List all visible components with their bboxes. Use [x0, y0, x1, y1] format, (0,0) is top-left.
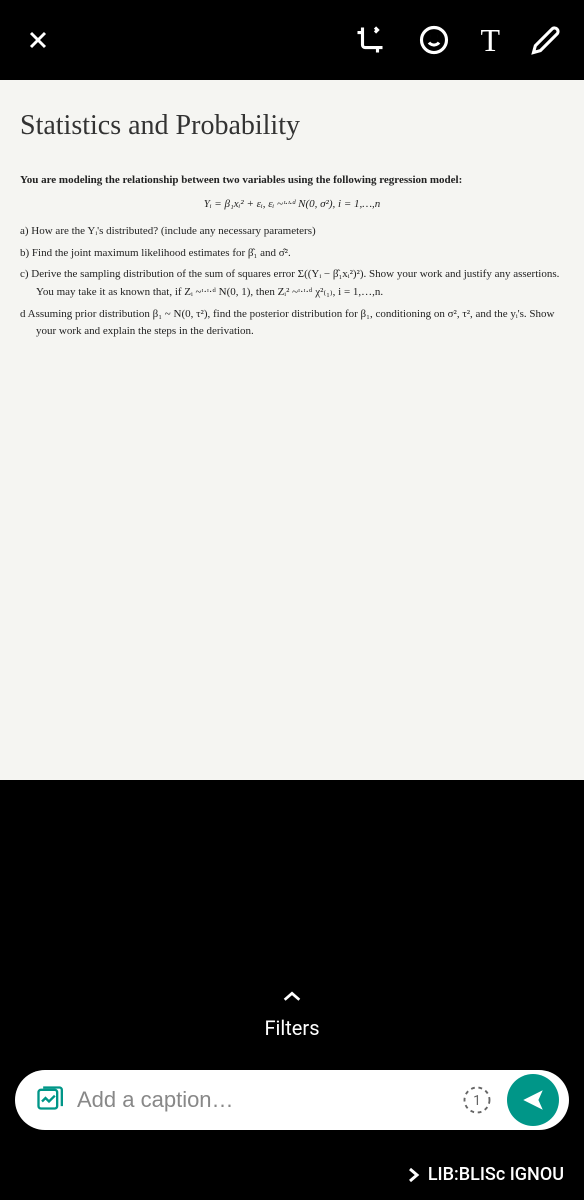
recipient-label: LIB:BLISc IGNOU: [428, 1164, 564, 1185]
emoji-button[interactable]: [416, 22, 452, 58]
image-preview: Statistics and Probability You are model…: [0, 80, 584, 780]
view-once-button[interactable]: 1: [461, 1084, 493, 1116]
send-button[interactable]: [507, 1074, 559, 1126]
caption-input[interactable]: [77, 1087, 447, 1113]
problem-item-b: b) Find the joint maximum likelihood est…: [20, 245, 564, 263]
problem-item-c: c) Derive the sampling distribution of t…: [20, 266, 564, 301]
problem-item-a: a) How are the Yᵢ's distributed? (includ…: [20, 223, 564, 241]
svg-text:1: 1: [473, 1093, 481, 1109]
problem-text: You are modeling the relationship betwee…: [20, 172, 564, 341]
filters-label[interactable]: Filters: [264, 1016, 319, 1040]
problem-equation: Yᵢ = β₁xᵢ² + εᵢ, εᵢ ~ᶦ·ᶦ·ᵈ N(0, σ²), i =…: [20, 196, 564, 214]
caption-bar: 1: [15, 1070, 569, 1130]
draw-button[interactable]: [528, 22, 564, 58]
page-title: Statistics and Probability: [20, 110, 564, 142]
crop-rotate-button[interactable]: [352, 22, 388, 58]
text-button[interactable]: T: [480, 22, 500, 59]
recipient-bar[interactable]: LIB:BLISc IGNOU: [406, 1164, 564, 1185]
chevron-right-icon: [406, 1165, 420, 1185]
close-button[interactable]: [20, 22, 56, 58]
filters-expand-button[interactable]: [281, 989, 303, 1008]
problem-intro: You are modeling the relationship betwee…: [20, 172, 564, 190]
problem-item-d: d Assuming prior distribution β₁ ~ N(0, …: [20, 306, 564, 341]
gallery-icon[interactable]: [35, 1084, 63, 1116]
